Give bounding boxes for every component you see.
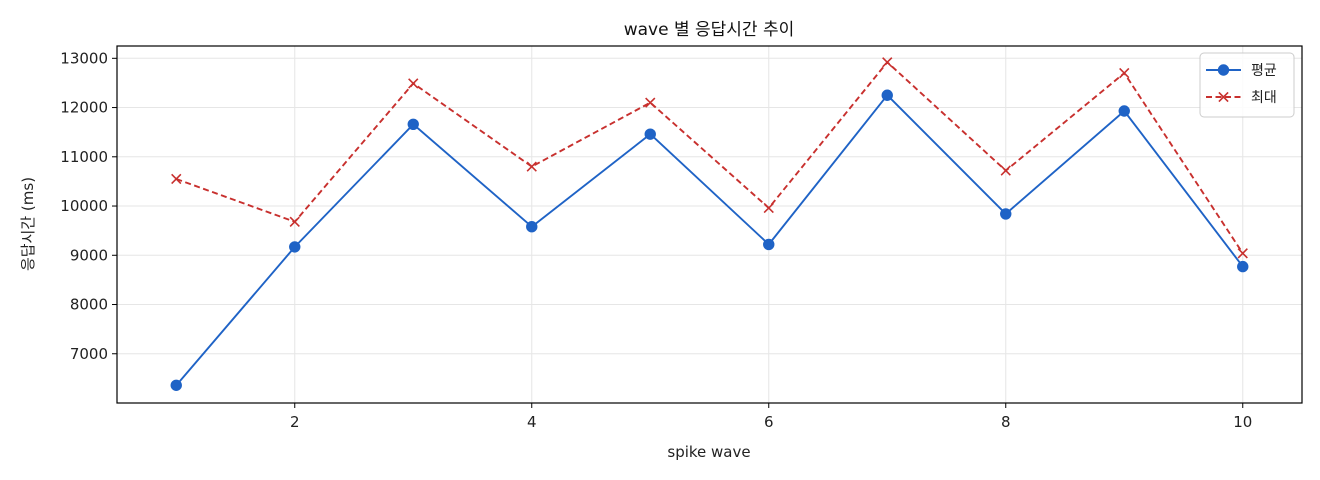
legend-label: 평균 xyxy=(1251,63,1277,79)
y-tick-label: 9000 xyxy=(70,246,108,264)
data-point xyxy=(407,118,419,130)
plot-frame xyxy=(116,45,1303,404)
data-point xyxy=(1118,105,1130,117)
x-tick-label: 6 xyxy=(764,413,774,431)
series-max xyxy=(171,57,1248,259)
data-point xyxy=(171,173,182,185)
data-point xyxy=(526,161,537,172)
data-point xyxy=(1237,260,1249,273)
series-layer xyxy=(170,57,1249,391)
data-point xyxy=(289,241,301,253)
data-point xyxy=(881,89,893,101)
grid-lines xyxy=(117,46,1302,403)
legend-marker xyxy=(1217,64,1230,76)
x-tick-label: 10 xyxy=(1233,413,1252,431)
legend-marker xyxy=(1218,91,1229,103)
x-tick-label: 8 xyxy=(1001,413,1011,431)
series-line xyxy=(175,94,1244,386)
data-point xyxy=(882,57,893,68)
y-tick-label: 12000 xyxy=(60,99,108,117)
data-point xyxy=(170,379,182,391)
x-axis-label: spike wave xyxy=(667,443,750,461)
data-point xyxy=(526,221,538,233)
data-point xyxy=(1119,67,1130,79)
data-point xyxy=(645,97,656,108)
series-mean xyxy=(170,89,1249,391)
data-point xyxy=(1237,248,1248,259)
legend-label: 최대 xyxy=(1251,90,1277,106)
y-tick-label: 7000 xyxy=(70,345,108,363)
series-line xyxy=(175,61,1244,254)
data-point xyxy=(763,202,774,214)
y-tick-label: 13000 xyxy=(60,49,108,67)
y-tick-label: 8000 xyxy=(70,296,108,314)
x-tick-label: 4 xyxy=(527,413,537,431)
y-axis-label: 응답시간 (ms) xyxy=(19,177,37,271)
data-point xyxy=(1000,165,1011,176)
y-tick-label: 11000 xyxy=(60,148,108,166)
x-tick-label: 2 xyxy=(290,413,300,431)
data-point xyxy=(763,238,775,251)
y-tick-label: 10000 xyxy=(60,197,108,215)
data-point xyxy=(408,78,419,89)
data-point xyxy=(289,216,300,227)
legend-box xyxy=(1199,52,1295,118)
chart-title: wave 별 응답시간 추이 xyxy=(624,20,795,40)
data-point xyxy=(644,128,656,140)
axis-ticks: 2 4 6 8 10 7000 8000 9000 10000 11000 12000 13000 xyxy=(60,49,1252,431)
data-point xyxy=(1000,208,1012,220)
